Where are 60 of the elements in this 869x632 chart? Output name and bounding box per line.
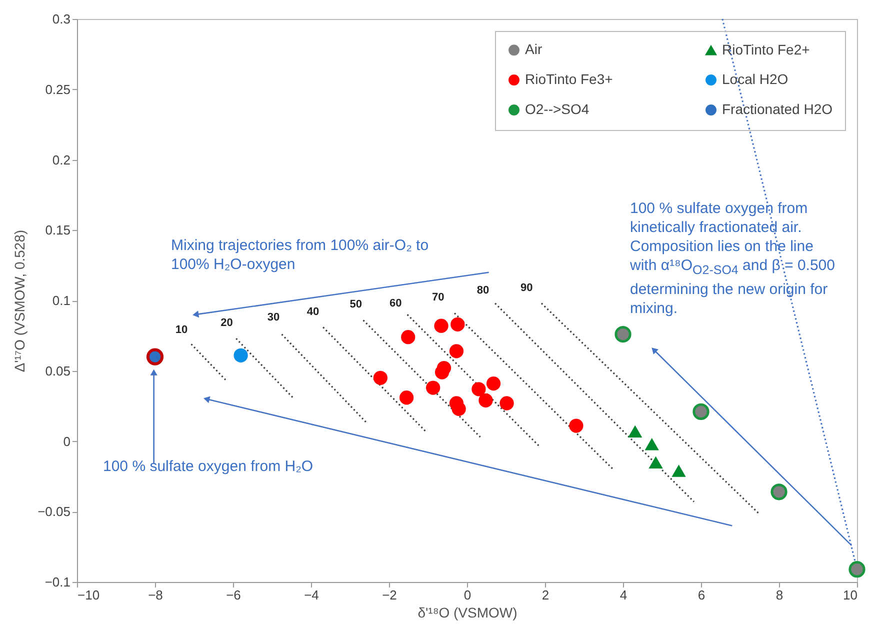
x-tick-label: 8 xyxy=(776,588,784,602)
point xyxy=(569,418,584,433)
annotation: 10 xyxy=(175,324,188,336)
x-tick-label: −10 xyxy=(78,588,100,602)
annotation: 100 % sulfate oxygen from kinetically fractionated air. Composition lies on the line with α¹⁸O$_{O2-SO4}$ and β = 0.500 determining the new origin for mixing. xyxy=(630,199,836,318)
point xyxy=(146,348,164,366)
annotation: 60 xyxy=(390,297,402,310)
y-axis-title: Δ'¹⁷O (VSMOW, 0.528) xyxy=(12,230,28,372)
x-tick-label: 6 xyxy=(698,588,706,602)
annotation: 70 xyxy=(432,292,444,304)
point xyxy=(450,317,465,332)
x-tick-label: 10 xyxy=(843,588,858,602)
point xyxy=(234,348,248,362)
annotation: 80 xyxy=(476,284,490,297)
x-tick-label: −2 xyxy=(382,588,397,602)
legend-label: RioTinto Fe2+ xyxy=(722,41,810,58)
y-tick-label: 0.25 xyxy=(45,82,70,97)
point xyxy=(644,438,659,450)
y-tick-label: −0.1 xyxy=(44,574,70,590)
x-tick-label: −4 xyxy=(304,588,319,602)
point xyxy=(399,390,414,405)
point xyxy=(373,370,388,385)
point xyxy=(434,365,450,380)
point xyxy=(672,464,686,477)
y-tick-label: 0.1 xyxy=(52,293,70,308)
y-tick-label: 0 xyxy=(63,434,70,449)
y-tick-label: 0.05 xyxy=(45,363,70,378)
x-axis-title: δ'¹⁸O (VSMOW) xyxy=(418,604,518,620)
y-tick-label: 0.3 xyxy=(52,12,70,26)
y-tick-label: 0.2 xyxy=(52,152,70,168)
point xyxy=(500,396,514,410)
legend-label: RioTinto Fe3+ xyxy=(525,71,613,87)
point xyxy=(449,344,464,358)
y-tick-label: 0.15 xyxy=(45,222,70,238)
point xyxy=(452,402,466,416)
point xyxy=(426,380,440,395)
annotation: 50 xyxy=(350,298,362,311)
point xyxy=(401,330,416,344)
x-tick-label: −8 xyxy=(148,588,163,602)
legend-label: Fractionated H2O xyxy=(722,101,833,117)
annotation: 40 xyxy=(306,306,320,318)
x-tick-label: −6 xyxy=(226,588,241,602)
annotation: 20 xyxy=(220,317,233,330)
point xyxy=(628,425,642,438)
point xyxy=(434,318,448,333)
y-tick-label: −0.05 xyxy=(38,504,70,520)
annotation: Mixing trajectories from 100% air-O₂ to 100% H₂O-oxygen xyxy=(171,236,430,274)
point xyxy=(486,376,501,391)
point xyxy=(478,393,493,408)
legend-label: Local H2O xyxy=(722,71,788,87)
annotation: 100 % sulfate oxygen from H₂O xyxy=(103,457,314,476)
x-tick-label: 0 xyxy=(464,588,472,602)
point xyxy=(648,456,663,468)
annotation: 30 xyxy=(267,311,280,324)
legend-label: Air xyxy=(525,41,542,58)
annotation: 90 xyxy=(520,282,533,294)
legend-label: O2-->SO4 xyxy=(525,101,590,117)
point xyxy=(472,382,486,396)
x-tick-label: 2 xyxy=(542,588,550,602)
x-tick-label: 4 xyxy=(620,588,628,602)
